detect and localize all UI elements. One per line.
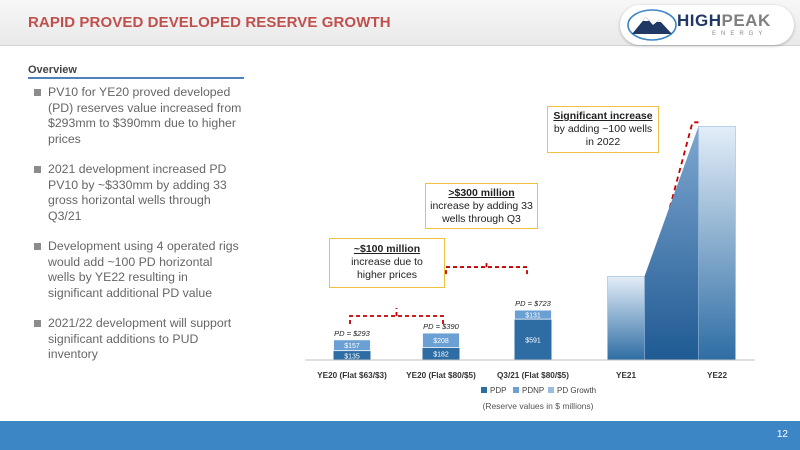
overview-title: Overview — [28, 64, 77, 76]
legend-entry: PDP — [490, 386, 506, 395]
total-label: PD = $723 — [515, 299, 551, 308]
x-axis-label: YE22 — [707, 371, 727, 380]
data-label-pdp: $135 — [344, 353, 360, 360]
bar-pdp — [514, 319, 552, 360]
company-logo: HIGHPEAK ENERGY — [620, 5, 794, 45]
bar-pdnp — [422, 332, 460, 348]
overview-bullet: 2021/22 development will support signifi… — [34, 316, 242, 363]
mountain-logo-icon — [627, 9, 677, 41]
page-title: RAPID PROVED DEVELOPED RESERVE GROWTH — [28, 14, 391, 31]
page-number: 12 — [776, 429, 788, 440]
square-bullet-icon — [34, 166, 41, 173]
total-label: PD = $293 — [334, 329, 370, 338]
callout-significant-increase: Significant increase by adding ~100 well… — [547, 106, 659, 153]
chart-footnote: (Reserve values in $ millions) — [482, 401, 593, 411]
data-label-pdnp: $131 — [525, 313, 541, 320]
overview-bullets: PV10 for YE20 proved developed (PD) rese… — [34, 85, 242, 378]
bar-pdnp — [514, 309, 552, 320]
square-bullet-icon — [34, 243, 41, 250]
bracket-significant-high — [666, 121, 699, 217]
overview-bullet: Development using 4 operated rigs would … — [34, 239, 242, 301]
bracket-price-increase — [349, 308, 444, 325]
square-bullet-icon — [34, 89, 41, 96]
legend-swatch — [513, 387, 519, 393]
overview-divider — [28, 77, 244, 79]
data-label-pdp: $182 — [433, 352, 449, 359]
growth-fill-area — [644, 126, 699, 360]
bar-pd-growth — [698, 125, 736, 361]
logo-subtext: ENERGY — [712, 31, 768, 37]
header-bar: RAPID PROVED DEVELOPED RESERVE GROWTH HI… — [0, 0, 800, 46]
total-label: PD = $390 — [423, 322, 459, 331]
bar-pdp — [333, 350, 371, 360]
data-label-pdnp: $157 — [344, 343, 360, 350]
x-axis-label: YE20 (Flat $80/$5) — [406, 371, 476, 380]
legend-swatch — [548, 387, 554, 393]
footer-bar: 12 — [0, 421, 800, 450]
legend-swatch — [481, 387, 487, 393]
bar-pdnp — [333, 339, 371, 352]
data-label-pdnp: $208 — [433, 338, 449, 345]
overview-bullet: PV10 for YE20 proved developed (PD) rese… — [34, 85, 242, 147]
bar-pd-growth — [607, 276, 645, 361]
logo-wordmark: HIGHPEAK — [677, 11, 771, 30]
callout-well-additions: >$300 million increase by adding 33 well… — [425, 183, 538, 229]
x-axis-label: YE20 (Flat $63/$3) — [317, 371, 387, 380]
x-axis-label: YE21 — [616, 371, 636, 380]
square-bullet-icon — [34, 320, 41, 327]
bar-pdp — [422, 347, 460, 360]
reserve-growth-chart: $135 $157 PD = $293 $182 $208 PD = $390 $591 $1… — [305, 121, 755, 411]
data-label-pdp: $591 — [525, 338, 541, 345]
bracket-well-additions — [445, 260, 528, 275]
legend-entry: PD Growth — [557, 386, 596, 395]
legend-entry: PDNP — [522, 386, 544, 395]
x-axis-label: Q3/21 (Flat $80/$5) — [497, 371, 569, 380]
overview-bullet: 2021 development increased PD PV10 by ~$… — [34, 162, 242, 224]
callout-price-increase: ~$100 million increase due to higher pri… — [329, 238, 445, 288]
